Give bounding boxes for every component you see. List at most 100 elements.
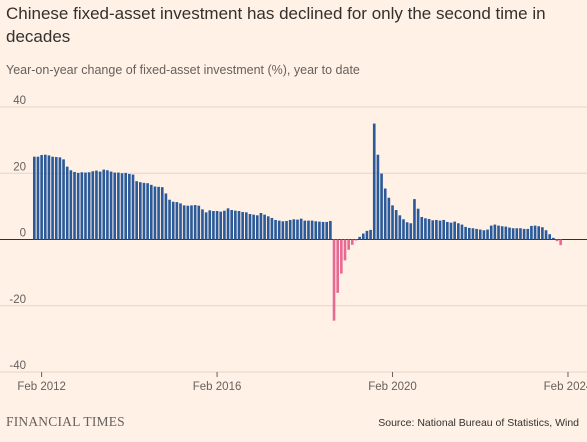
bar [51, 156, 54, 240]
bar [69, 170, 73, 240]
bar [508, 227, 511, 240]
bar [292, 219, 296, 240]
bar [84, 172, 87, 240]
bar [175, 202, 179, 240]
bar [321, 221, 325, 240]
bar [263, 214, 266, 240]
bar [160, 187, 164, 240]
bar [135, 181, 138, 240]
bar [343, 239, 347, 261]
bar [347, 239, 350, 250]
bars [33, 123, 562, 321]
bar [438, 220, 442, 240]
bar [467, 227, 471, 240]
bar [464, 226, 467, 240]
bar [552, 237, 555, 240]
source-note: Source: National Bureau of Statistics, W… [378, 417, 579, 429]
bar [482, 230, 486, 240]
bar [555, 239, 559, 242]
bar [237, 211, 241, 240]
bar [248, 213, 252, 240]
bar [504, 226, 508, 240]
bar [179, 203, 182, 240]
bar [530, 225, 533, 240]
bar [522, 228, 526, 240]
gridlines [0, 106, 587, 373]
bar [128, 173, 131, 240]
bar [500, 226, 504, 240]
bar [98, 171, 102, 240]
bar [117, 172, 120, 240]
bar [402, 219, 405, 240]
bar [431, 220, 435, 240]
bar [336, 239, 340, 293]
x-tick-label: Feb 2016 [193, 381, 242, 393]
bar [285, 220, 288, 240]
bar [511, 228, 515, 240]
bar [424, 218, 427, 240]
bar [230, 210, 234, 240]
bar [391, 205, 394, 240]
bar [186, 205, 190, 240]
bar [197, 205, 201, 240]
bar [43, 154, 47, 240]
bar [383, 188, 387, 240]
bar [171, 201, 175, 240]
bar [416, 208, 420, 240]
bar [405, 222, 409, 240]
bar [299, 218, 303, 240]
bar [442, 219, 446, 240]
bar [288, 219, 292, 240]
bar [489, 225, 493, 240]
bar [354, 239, 358, 241]
bar [193, 205, 197, 240]
bar [201, 209, 204, 240]
bar [113, 172, 117, 240]
bar [164, 193, 168, 240]
bar [361, 233, 365, 240]
bar [270, 217, 274, 240]
bar [471, 228, 475, 240]
chart-title: Chinese fixed-asset investment has decli… [6, 4, 546, 46]
bar [73, 171, 76, 240]
x-tick-label: Feb 2024 [544, 381, 587, 393]
bar [33, 156, 36, 240]
bar [537, 226, 541, 240]
y-tick-label: 40 [13, 95, 26, 107]
bar [519, 228, 522, 240]
bar [102, 169, 106, 240]
bar [54, 157, 58, 240]
y-tick-label: 20 [13, 161, 26, 173]
bar [40, 155, 43, 240]
bar [95, 170, 98, 240]
bar [106, 170, 109, 240]
x-tick-label: Feb 2012 [17, 381, 66, 393]
bar [182, 205, 186, 240]
bar [142, 182, 146, 240]
bar [153, 186, 157, 240]
bar [120, 173, 124, 240]
x-tick-label: Feb 2020 [368, 381, 417, 393]
bar [369, 229, 372, 240]
chart-subtitle: Year-on-year change of fixed-asset inves… [6, 63, 360, 77]
axis-labels: 40 20 0 -20 -40 Feb 2012 Feb 2016 Feb 2020 Feb 2… [9, 95, 587, 393]
bar [91, 171, 95, 240]
bar [241, 212, 244, 240]
bar [219, 211, 223, 240]
bar [497, 225, 500, 240]
bar [124, 172, 128, 240]
bar [332, 239, 336, 321]
bar [109, 171, 113, 240]
bar [376, 154, 380, 240]
bar [149, 184, 153, 240]
bar [234, 210, 237, 240]
bar [62, 159, 65, 240]
bar [486, 229, 489, 240]
bar [303, 220, 307, 240]
bar [365, 230, 369, 240]
bar [541, 227, 544, 240]
bar [255, 215, 259, 240]
bar [274, 219, 277, 240]
bar [446, 221, 449, 240]
